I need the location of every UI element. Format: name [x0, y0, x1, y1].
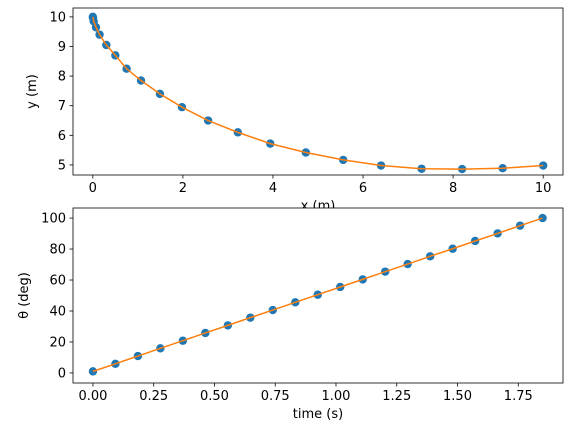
y-tick-label: 40: [49, 304, 66, 319]
y-tick-label: 60: [49, 274, 66, 289]
x-tick-label: 1.00: [322, 389, 351, 404]
y-tick-label: 6: [58, 129, 66, 144]
x-tick-label: 1.50: [443, 389, 472, 404]
x-tick-label: 0.00: [78, 389, 107, 404]
x-tick-label: 0: [89, 181, 97, 196]
axes-background: [73, 8, 563, 175]
y-tick-label: 10: [49, 10, 66, 25]
x-tick-label: 6: [359, 181, 367, 196]
y-tick-label: 7: [58, 99, 66, 114]
x-tick-label: 8: [449, 181, 457, 196]
x-axis-label: time (s): [293, 407, 343, 422]
y-tick-label: 100: [41, 212, 66, 227]
y-axis-label: θ (deg): [17, 272, 32, 319]
axes-frame: [72, 7, 564, 176]
x-tick-label: 1.25: [382, 389, 411, 404]
y-tick-label: 5: [58, 158, 66, 173]
fit-line: [92, 16, 544, 170]
x-tick-label: 0.75: [261, 389, 290, 404]
x-tick-label: 0.25: [139, 389, 168, 404]
y-tick-label: 0: [58, 366, 66, 381]
x-tick-label: 10: [535, 181, 552, 196]
x-tick-label: 1.75: [504, 389, 533, 404]
x-tick-label: 0.50: [200, 389, 229, 404]
y-tick-label: 80: [49, 243, 66, 258]
y-tick-label: 20: [49, 335, 66, 350]
y-axis-label: y (m): [25, 74, 40, 109]
y-tick-label: 9: [58, 40, 66, 55]
x-tick-label: 4: [269, 181, 277, 196]
fit-line: [92, 217, 543, 373]
axes-frame: [72, 207, 564, 384]
y-tick-label: 8: [58, 70, 66, 85]
x-tick-label: 2: [179, 181, 187, 196]
plot-area: [88, 12, 548, 174]
plot-area: [88, 213, 547, 376]
